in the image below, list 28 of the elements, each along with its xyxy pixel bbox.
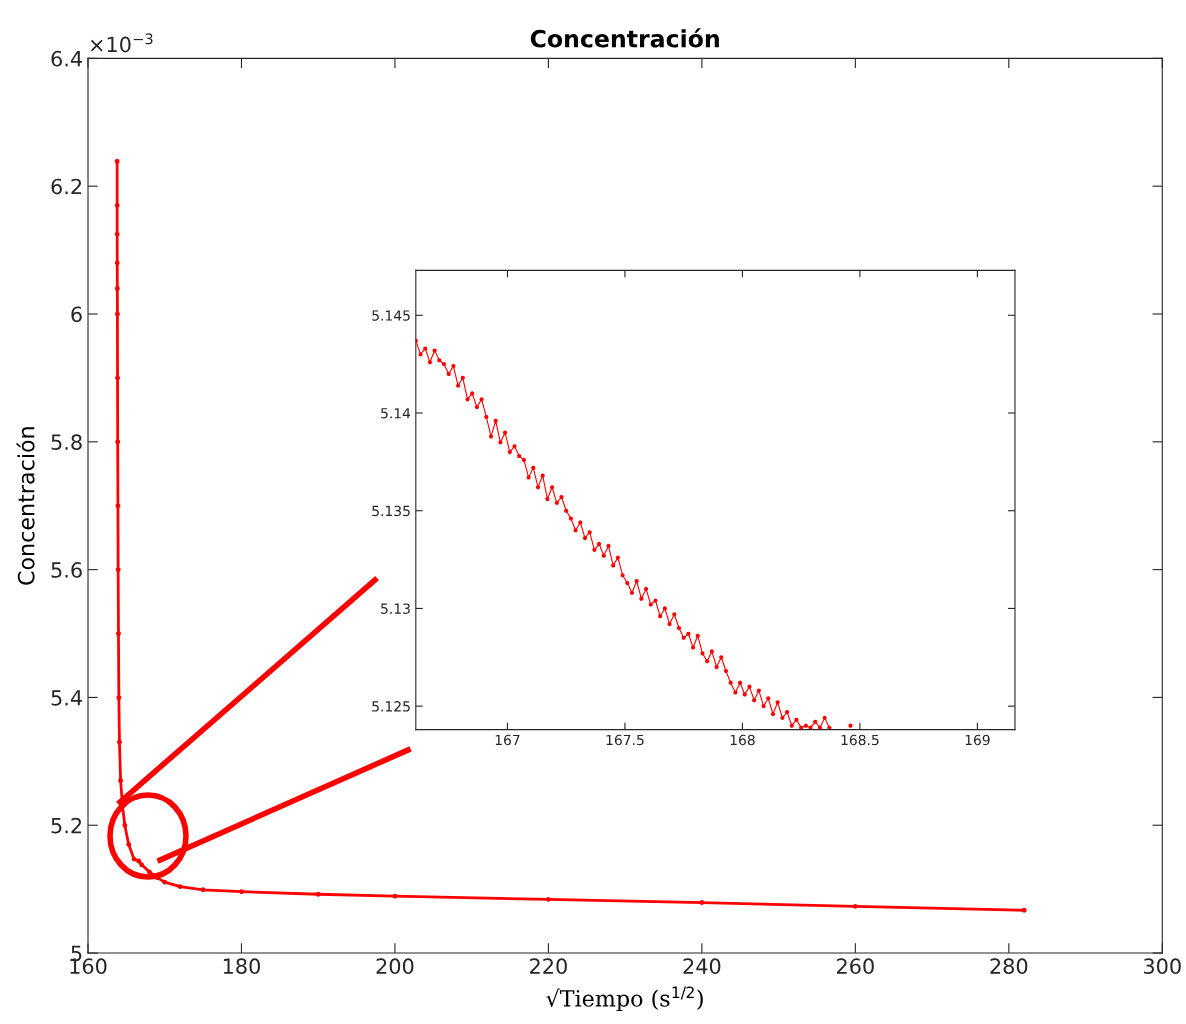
y-tick-label: 5.13 (381, 603, 410, 614)
y-tick-label: 5.6 (51, 562, 82, 578)
x-tick-label: 240 (683, 958, 721, 975)
x-tick-label: 280 (990, 958, 1028, 975)
x-tick-label: 168.5 (841, 734, 879, 746)
x-tick-label: 167.5 (606, 734, 644, 746)
x-tick-label: 220 (530, 958, 567, 975)
x-tick-label: 260 (836, 958, 874, 975)
y-tick-label: 5.14 (381, 408, 411, 419)
y-tick-label: 5.125 (372, 701, 410, 712)
x-axis-title: √Tiempo (s$^{1/2}$) (546, 986, 703, 1012)
y-axis-title: Concentración (16, 427, 35, 585)
x-tick-label: 169 (965, 734, 990, 746)
y-tick-label: 5.2 (51, 817, 82, 834)
y-tick-label: 5.135 (372, 505, 410, 517)
x-tick-label: 200 (376, 958, 414, 975)
y-tick-label: 6.2 (51, 178, 82, 195)
y-tick-label: 5.4 (51, 690, 82, 706)
x-tick-label: 168 (730, 734, 755, 746)
y-tick-label: 6 (71, 306, 82, 323)
text: ×10$^{−3}$ (90, 33, 153, 53)
y-tick-label: 6.4 (51, 50, 82, 67)
x-tick-label: 300 (1143, 958, 1181, 975)
y-tick-label: 5.8 (51, 434, 82, 451)
chart-title: Concentración (530, 28, 719, 48)
y-tick-label: 5.145 (372, 310, 410, 321)
x-tick-label: 167 (495, 734, 520, 746)
x-tick-label: 180 (223, 958, 260, 975)
